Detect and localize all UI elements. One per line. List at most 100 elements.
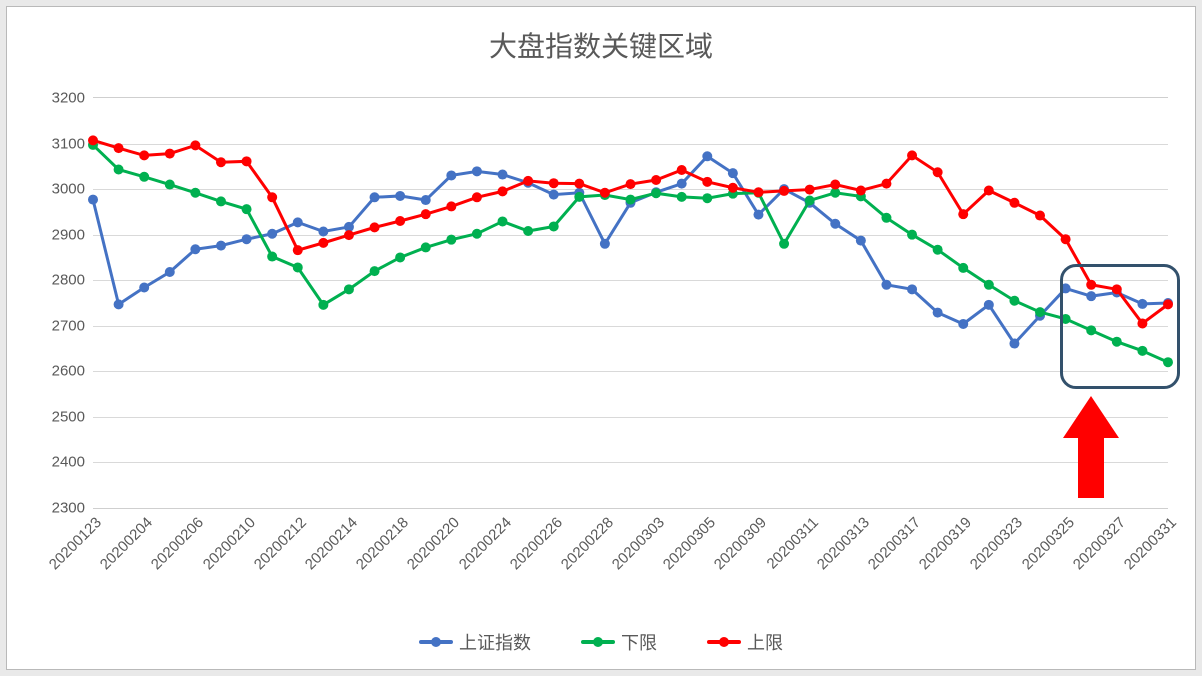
legend: 上证指数 下限 上限 bbox=[7, 629, 1195, 655]
x-axis-label: 20200220 bbox=[404, 514, 463, 573]
series-marker bbox=[421, 242, 431, 252]
series-marker bbox=[830, 219, 840, 229]
legend-label: 上证指数 bbox=[459, 629, 531, 655]
series-marker bbox=[88, 195, 98, 205]
series-marker bbox=[1035, 211, 1045, 221]
series-marker bbox=[1009, 296, 1019, 306]
series-marker bbox=[446, 201, 456, 211]
highlight-box bbox=[1060, 264, 1180, 388]
x-axis-label: 20200214 bbox=[302, 514, 361, 573]
series-marker bbox=[753, 187, 763, 197]
y-axis-label: 2500 bbox=[52, 408, 93, 425]
legend-label: 下限 bbox=[621, 629, 657, 655]
series-marker bbox=[165, 267, 175, 277]
series-marker bbox=[933, 245, 943, 255]
x-axis-label: 20200228 bbox=[558, 514, 617, 573]
series-marker bbox=[881, 280, 891, 290]
series-marker bbox=[805, 185, 815, 195]
series-marker bbox=[344, 230, 354, 240]
chart-lines bbox=[93, 98, 1168, 508]
series-marker bbox=[344, 284, 354, 294]
series-marker bbox=[984, 185, 994, 195]
series-marker bbox=[830, 180, 840, 190]
y-axis-label: 3000 bbox=[52, 181, 93, 198]
series-marker bbox=[958, 263, 968, 273]
series-marker bbox=[88, 135, 98, 145]
series-marker bbox=[242, 234, 252, 244]
series-marker bbox=[907, 150, 917, 160]
y-axis-label: 3100 bbox=[52, 135, 93, 152]
series-marker bbox=[523, 176, 533, 186]
x-axis-label: 20200210 bbox=[199, 514, 258, 573]
series-marker bbox=[216, 157, 226, 167]
series-marker bbox=[114, 299, 124, 309]
x-axis-label: 20200303 bbox=[609, 514, 668, 573]
series-marker bbox=[293, 217, 303, 227]
x-axis-label: 20200212 bbox=[251, 514, 310, 573]
x-axis-label: 20200325 bbox=[1018, 514, 1077, 573]
series-marker bbox=[139, 150, 149, 160]
series-marker bbox=[984, 280, 994, 290]
y-axis-label: 2900 bbox=[52, 226, 93, 243]
x-axis-label: 20200226 bbox=[507, 514, 566, 573]
x-axis-label: 20200305 bbox=[660, 514, 719, 573]
x-axis-label: 20200218 bbox=[353, 514, 412, 573]
series-marker bbox=[805, 196, 815, 206]
series-marker bbox=[549, 178, 559, 188]
x-axis-label: 20200313 bbox=[814, 514, 873, 573]
legend-label: 上限 bbox=[747, 629, 783, 655]
legend-swatch bbox=[419, 640, 453, 644]
series-marker bbox=[318, 226, 328, 236]
x-axis-label: 20200123 bbox=[46, 514, 105, 573]
series-marker bbox=[856, 185, 866, 195]
series-marker bbox=[626, 179, 636, 189]
series-marker bbox=[498, 186, 508, 196]
series-marker bbox=[600, 188, 610, 198]
series-marker bbox=[216, 196, 226, 206]
x-axis-label: 20200319 bbox=[916, 514, 975, 573]
series-marker bbox=[626, 195, 636, 205]
x-axis-label: 20200224 bbox=[455, 514, 514, 573]
series-marker bbox=[984, 300, 994, 310]
series-marker bbox=[293, 245, 303, 255]
series-marker bbox=[293, 262, 303, 272]
series-marker bbox=[728, 168, 738, 178]
series-marker bbox=[216, 241, 226, 251]
series-marker bbox=[190, 188, 200, 198]
series-marker bbox=[472, 166, 482, 176]
series-marker bbox=[498, 216, 508, 226]
series-marker bbox=[370, 266, 380, 276]
series-marker bbox=[600, 239, 610, 249]
series-marker bbox=[395, 252, 405, 262]
x-axis-label: 20200309 bbox=[711, 514, 770, 573]
series-marker bbox=[242, 156, 252, 166]
legend-swatch bbox=[581, 640, 615, 644]
series-marker bbox=[446, 170, 456, 180]
chart-container: 大盘指数关键区域 23002400250026002700280029003000… bbox=[6, 6, 1196, 670]
series-marker bbox=[702, 177, 712, 187]
series-marker bbox=[574, 179, 584, 189]
chart-title: 大盘指数关键区域 bbox=[7, 25, 1195, 65]
series-marker bbox=[267, 192, 277, 202]
plot-area: 2300240025002600270028002900300031003200… bbox=[93, 97, 1168, 509]
series-marker bbox=[779, 186, 789, 196]
y-axis-label: 2700 bbox=[52, 317, 93, 334]
x-axis-label: 20200323 bbox=[967, 514, 1026, 573]
legend-item: 上证指数 bbox=[419, 629, 531, 655]
series-marker bbox=[318, 238, 328, 248]
series-marker bbox=[1009, 198, 1019, 208]
series-marker bbox=[549, 221, 559, 231]
x-axis-label: 20200204 bbox=[97, 514, 156, 573]
series-marker bbox=[856, 236, 866, 246]
legend-swatch bbox=[707, 640, 741, 644]
series-marker bbox=[446, 235, 456, 245]
y-axis-label: 2400 bbox=[52, 454, 93, 471]
series-marker bbox=[677, 192, 687, 202]
series-marker bbox=[907, 230, 917, 240]
series-marker bbox=[139, 283, 149, 293]
series-marker bbox=[881, 213, 891, 223]
series-marker bbox=[421, 195, 431, 205]
series-marker bbox=[933, 308, 943, 318]
series-marker bbox=[677, 165, 687, 175]
series-marker bbox=[165, 149, 175, 159]
